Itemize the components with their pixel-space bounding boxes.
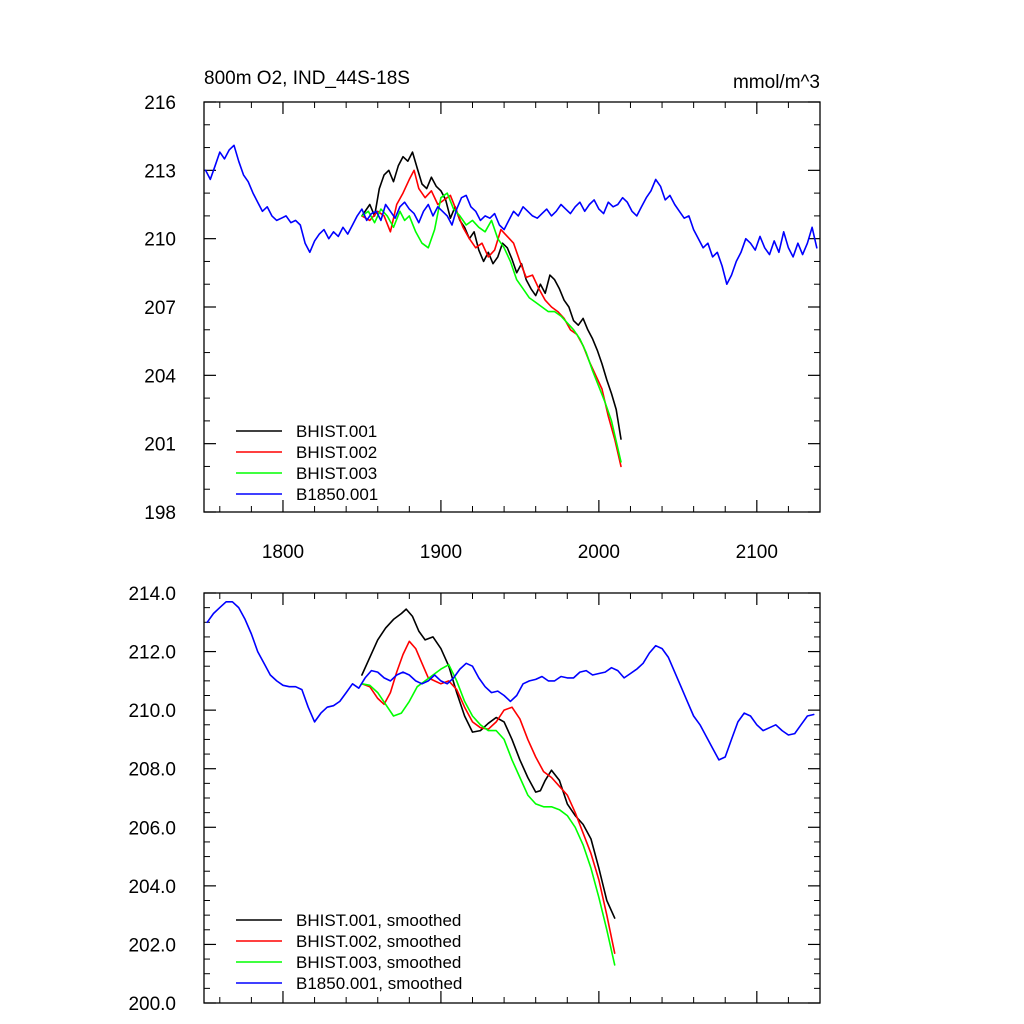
bottom-ytick-label: 202.0	[128, 935, 176, 956]
bottom-legend-label-4: B1850.001, smoothed	[296, 974, 462, 993]
top-series-line-4	[204, 144, 818, 286]
bottom-panel: 200.0 202.0 204.0 206.0 208.0 210.0 212.0 214.0…	[128, 584, 821, 1015]
bottom-series-line-1	[361, 608, 616, 919]
bottom-ytick-label: 214.0	[128, 584, 176, 605]
bottom-legend-label-2: BHIST.002, smoothed	[296, 932, 461, 951]
bottom-ytick-label: 210.0	[128, 701, 176, 722]
bottom-ytick-label: 200.0	[128, 994, 176, 1015]
top-legend-label-1: BHIST.001	[296, 422, 377, 441]
top-ytick-label: 198	[144, 503, 176, 524]
top-ytick-label: 201	[144, 435, 176, 456]
top-panel-title: 800m O2, IND_44S-18S	[204, 68, 410, 89]
top-xtick-label: 1800	[262, 542, 304, 563]
bottom-ytick-label: 208.0	[128, 760, 176, 781]
bottom-series-line-2	[361, 640, 616, 955]
bottom-series-line-4	[206, 600, 815, 761]
bottom-legend-label-1: BHIST.001, smoothed	[296, 911, 461, 930]
top-ytick-label: 216	[144, 93, 176, 114]
bottom-series-line-3	[361, 663, 616, 966]
top-xtick-label: 2000	[578, 542, 620, 563]
top-legend-label-2: BHIST.002	[296, 443, 377, 462]
top-ytick-label: 207	[144, 298, 176, 319]
bottom-ytick-label: 206.0	[128, 818, 176, 839]
top-legend-label-4: B1850.001	[296, 485, 378, 504]
bottom-legend-label-3: BHIST.003, smoothed	[296, 953, 461, 972]
top-ytick-label: 204	[144, 366, 176, 387]
bottom-ytick-label: 204.0	[128, 877, 176, 898]
bottom-ytick-label: 212.0	[128, 643, 176, 664]
top-panel: 800m O2, IND_44S-18S mmol/m^3 1800 1900 20…	[144, 68, 821, 563]
top-xtick-label: 1900	[420, 542, 462, 563]
top-series-line-1	[361, 151, 622, 440]
top-legend-label-3: BHIST.003	[296, 464, 377, 483]
top-xtick-label: 2100	[736, 542, 778, 563]
top-ytick-label: 210	[144, 230, 176, 251]
top-ytick-label: 213	[144, 161, 176, 182]
top-panel-units: mmol/m^3	[733, 72, 820, 93]
top-series-line-3	[361, 192, 622, 463]
